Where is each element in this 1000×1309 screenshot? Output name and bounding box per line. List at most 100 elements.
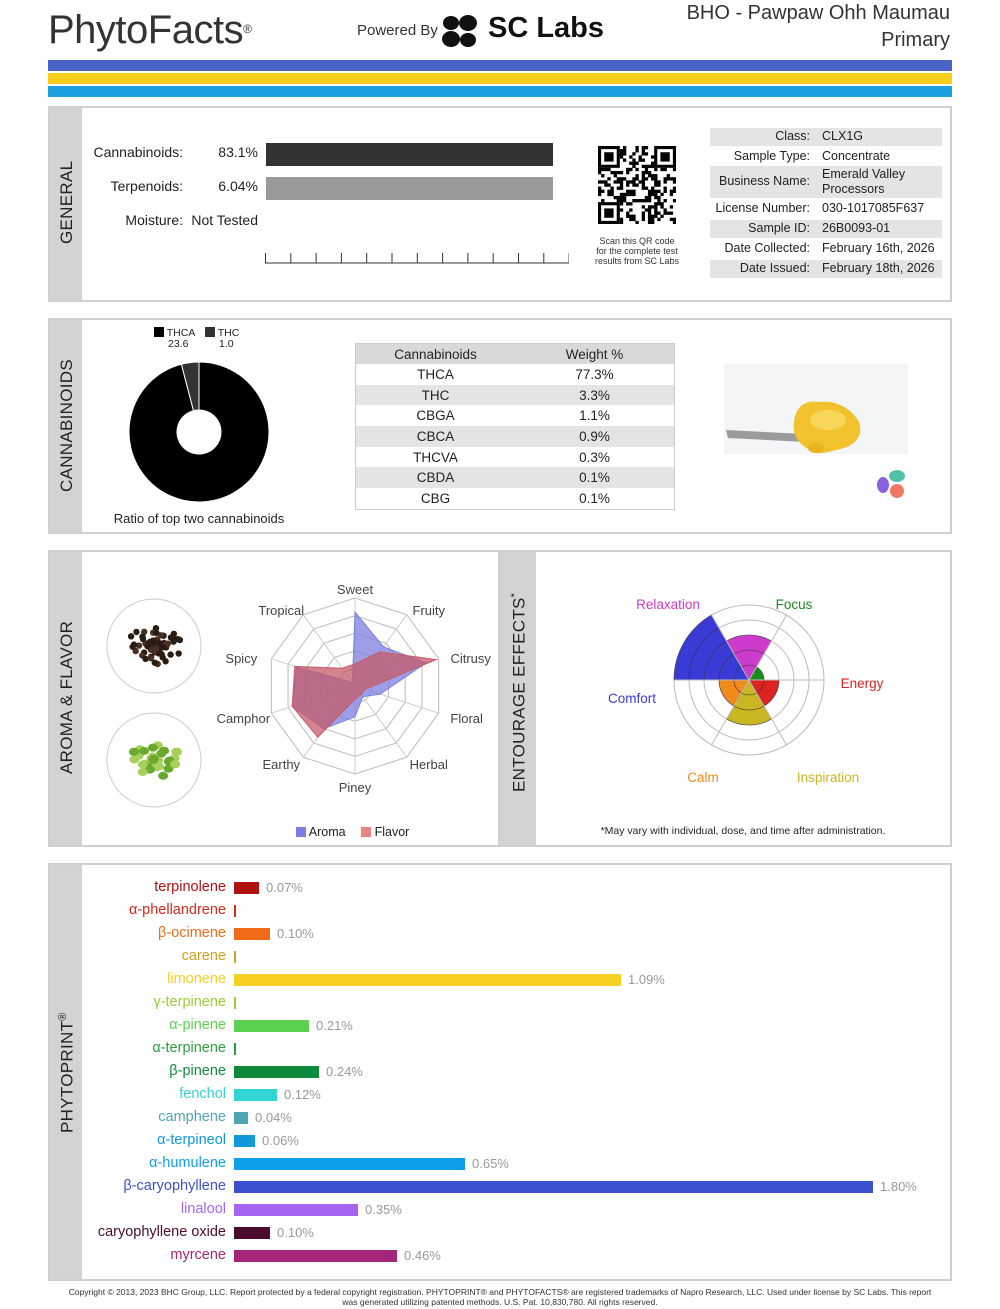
table-row: CBG 0.1% [356, 488, 674, 509]
footer-copyright: Copyright © 2013, 2023 BHC Group, LLC. R… [68, 1287, 932, 1307]
sc-labs-dots-icon [877, 470, 905, 498]
terpene-value: 0.04% [255, 1110, 292, 1125]
terpene-bar [234, 928, 270, 940]
cannabinoid-donut-chart [128, 361, 270, 503]
aroma-section-tab: AROMA & FLAVOR [50, 552, 82, 845]
terpene-bar [234, 1250, 397, 1262]
entourage-section-tab: ENTOURAGE EFFECTS* [500, 552, 536, 845]
table-row: THCA 77.3% [356, 364, 674, 385]
table-header-cell: Weight % [565, 346, 624, 362]
terpene-bar [234, 974, 621, 986]
table-cell: 0.9% [579, 428, 610, 444]
info-label: Date Collected: [724, 241, 810, 255]
info-row [710, 240, 942, 258]
terpene-value: 0.35% [365, 1202, 402, 1217]
general-section-label: GENERAL [57, 160, 76, 244]
info-row [710, 220, 942, 238]
terpene-label: fenchol [179, 1086, 226, 1102]
product-name: BHO - Pawpaw Ohh Maumau [686, 2, 950, 24]
qr-code-icon[interactable] [598, 146, 676, 224]
radar-axis-label: Spicy [225, 651, 257, 666]
radar-axis-label: Citrusy [450, 651, 491, 666]
brand-logo: PhytoFacts® [48, 8, 252, 52]
rose-sector-inspiration [726, 679, 772, 726]
terpene-value: 0.07% [266, 880, 303, 895]
aroma-legend-swatch [296, 827, 306, 837]
terpene-bar [234, 1043, 236, 1055]
terpene-label: γ-terpinene [153, 994, 226, 1010]
terpene-value: 1.09% [628, 972, 665, 987]
terpene-bar [234, 1181, 873, 1193]
effect-label-calm: Calm [687, 770, 719, 785]
table-cell: THCVA [413, 449, 458, 465]
table-cell: THCA [417, 366, 454, 382]
info-label: Sample ID: [748, 221, 810, 235]
rose-sector-relaxation [726, 634, 772, 681]
stripe-yellow [48, 73, 952, 84]
rose-sector-comfort [673, 614, 750, 681]
phytoprint-section-tab: PHYTOPRINT® [50, 865, 82, 1279]
cannabinoids-section-label: CANNABINOIDS [57, 358, 76, 492]
terpene-label: myrcene [170, 1247, 226, 1263]
terpene-bar [234, 1089, 277, 1101]
terpene-value: 0.10% [277, 926, 314, 941]
table-cell: 0.1% [579, 470, 610, 486]
table-cell: 3.3% [579, 387, 610, 403]
info-value: 26B0093-01 [822, 221, 891, 235]
terpene-bar [234, 1020, 309, 1032]
phytoprint-section-label: PHYTOPRINT® [57, 1012, 77, 1133]
powered-by-label: Powered By [357, 22, 438, 39]
table-cell: CBCA [416, 428, 455, 444]
table-row: CBCA 0.9% [356, 426, 674, 447]
terpene-label: β-ocimene [158, 925, 226, 941]
rose-spoke [711, 614, 750, 681]
sc-labs-logo-icon [442, 15, 477, 47]
aroma-section: AROMA & FLAVOR [48, 550, 500, 847]
stripe-cyan [48, 86, 952, 97]
legend-item-thc: THC 1.0 [205, 327, 239, 350]
terpene-bar [234, 997, 236, 1009]
info-row [710, 166, 942, 198]
radar-axis-label: Piney [339, 780, 372, 795]
legend-item-thca: THCA 23.6 [154, 327, 195, 350]
info-row [710, 200, 942, 218]
table-cell: CBGA [416, 408, 455, 424]
flavor-legend-swatch [361, 827, 372, 837]
donut-caption: Ratio of top two cannabinoids [113, 511, 285, 526]
effect-label-inspiration: Inspiration [797, 770, 859, 785]
stripe-blue [48, 60, 952, 71]
terpene-bar [234, 951, 236, 963]
radar-axis-label: Herbal [410, 757, 448, 772]
radar-axis-label: Tropical [258, 603, 304, 618]
radar-axis-label: Floral [450, 711, 483, 726]
radar-axis-label: Sweet [337, 582, 374, 597]
aroma-legend-label: Aroma [308, 825, 346, 839]
general-bar [266, 143, 553, 166]
aroma-flavor-radar-chart: Sweet Fruity Citrusy Floral Herbal Piney Earth… [217, 582, 492, 795]
info-value: 030-1017085F637 [822, 201, 925, 215]
table-row: CBDA 0.1% [356, 467, 674, 489]
entourage-section-label: ENTOURAGE EFFECTS* [509, 592, 529, 792]
general-row-label: Terpenoids: [110, 178, 183, 194]
effect-label-comfort: Comfort [608, 691, 656, 706]
terpene-label: α-pinene [169, 1017, 226, 1033]
terpene-bar [234, 882, 259, 894]
terpene-label: β-pinene [169, 1063, 226, 1079]
radar-flavor [291, 651, 439, 739]
terpene-bar [234, 1135, 255, 1147]
table-cell: CBG [420, 490, 451, 506]
terpene-value: 0.46% [404, 1248, 441, 1263]
effect-label-relaxation: Relaxation [636, 597, 700, 612]
terpene-value: 0.06% [262, 1133, 299, 1148]
info-value: February 18th, 2026 [822, 261, 935, 275]
info-row [710, 260, 942, 278]
general-row-value: Not Tested [191, 212, 258, 228]
terpene-bar [234, 1112, 248, 1124]
rose-spoke [748, 679, 787, 746]
info-label: License Number: [715, 201, 811, 215]
rose-spoke [748, 614, 787, 681]
info-label: Business Name: [718, 174, 810, 188]
entourage-effects-chart: Relaxation Focus Energy Inspiration Calm Comf… [608, 597, 884, 785]
table-cell: 0.1% [579, 490, 610, 506]
hops-image [106, 712, 202, 808]
